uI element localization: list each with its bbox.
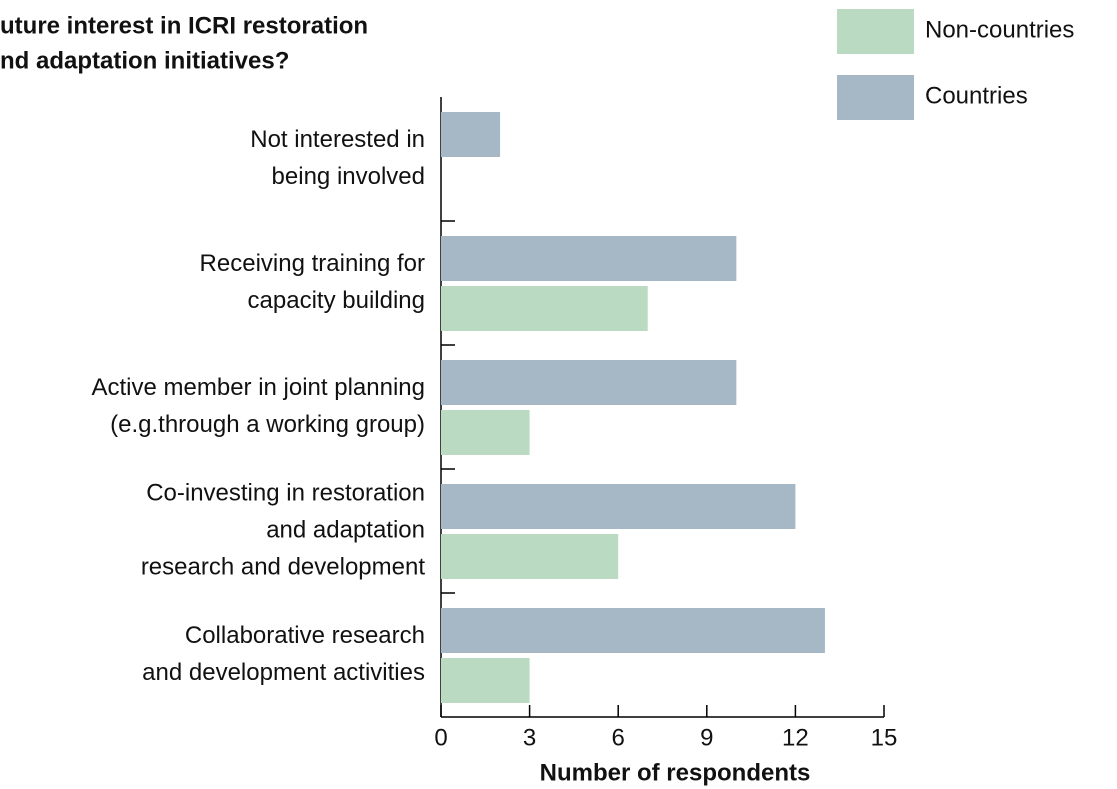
bar bbox=[441, 608, 825, 653]
x-tick-label: 15 bbox=[871, 724, 898, 751]
y-tick-label: Receiving training for bbox=[200, 250, 425, 277]
bar bbox=[441, 534, 619, 579]
legend-label: Non-countries bbox=[925, 16, 1074, 43]
bar bbox=[441, 410, 530, 455]
chart-title: uture interest in ICRI restoration bbox=[0, 12, 368, 39]
legend-swatch bbox=[837, 75, 914, 120]
y-tick-label: and development activities bbox=[142, 659, 425, 686]
bar bbox=[441, 658, 530, 703]
bar bbox=[441, 360, 737, 405]
y-tick-label: Active member in joint planning bbox=[91, 374, 425, 401]
y-tick-label: capacity building bbox=[248, 287, 425, 314]
x-tick-label: 6 bbox=[612, 724, 625, 751]
legend-label: Countries bbox=[925, 82, 1028, 109]
chart-title: nd adaptation initiatives? bbox=[0, 47, 289, 74]
x-tick-label: 0 bbox=[434, 724, 447, 751]
y-tick-label: and adaptation bbox=[266, 516, 425, 543]
y-tick-label: research and development bbox=[141, 553, 426, 580]
x-tick-label: 12 bbox=[782, 724, 809, 751]
y-tick-label: (e.g.through a working group) bbox=[110, 411, 425, 438]
x-axis-label: Number of respondents bbox=[540, 759, 811, 786]
y-tick-label: Co-investing in restoration bbox=[146, 479, 425, 506]
bar bbox=[441, 484, 796, 529]
y-tick-label: Collaborative research bbox=[185, 622, 425, 649]
y-tick-label: being involved bbox=[272, 163, 425, 190]
legend-swatch bbox=[837, 9, 914, 54]
bar bbox=[441, 236, 737, 281]
bar bbox=[441, 286, 648, 331]
bar bbox=[441, 112, 501, 157]
x-tick-label: 9 bbox=[700, 724, 713, 751]
x-tick-label: 3 bbox=[523, 724, 536, 751]
y-tick-label: Not interested in bbox=[250, 126, 425, 153]
